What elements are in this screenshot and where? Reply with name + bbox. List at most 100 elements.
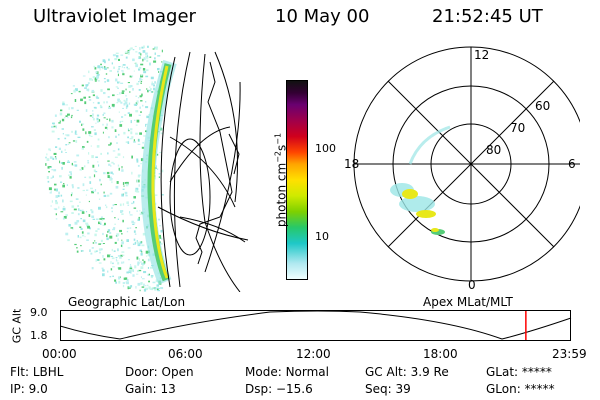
noise-speckle — [112, 204, 115, 207]
noise-speckle — [112, 262, 114, 265]
noise-speckle — [103, 101, 105, 104]
noise-speckle — [136, 119, 140, 123]
noise-speckle — [79, 236, 82, 239]
noise-speckle — [155, 47, 158, 50]
noise-speckle — [134, 189, 138, 193]
time-tick-0600: 06:00 — [168, 347, 203, 361]
noise-speckle — [60, 194, 63, 197]
noise-speckle — [161, 194, 164, 196]
noise-speckle — [94, 171, 98, 173]
noise-speckle — [88, 96, 91, 98]
noise-speckle — [122, 284, 125, 288]
noise-speckle — [48, 171, 50, 173]
noise-speckle — [140, 252, 143, 256]
noise-speckle — [146, 59, 149, 62]
noise-speckle — [89, 249, 91, 252]
noise-speckle — [119, 124, 123, 127]
noise-speckle — [51, 169, 54, 171]
noise-speckle — [127, 136, 129, 139]
noise-speckle — [109, 142, 112, 145]
noise-speckle — [148, 56, 151, 58]
noise-speckle — [65, 214, 68, 217]
noise-speckle — [112, 275, 114, 277]
ip-value: 9.0 — [28, 382, 48, 396]
noise-speckle — [107, 160, 110, 162]
noise-speckle — [105, 204, 107, 206]
noise-speckle — [161, 169, 164, 173]
noise-speckle — [143, 57, 146, 61]
noise-speckle — [117, 81, 120, 84]
noise-speckle — [137, 179, 139, 183]
noise-speckle — [142, 58, 144, 62]
noise-speckle — [93, 169, 96, 172]
noise-speckle — [140, 111, 142, 113]
noise-speckle — [82, 183, 85, 187]
noise-speckle — [125, 56, 128, 59]
noise-speckle — [103, 112, 106, 115]
noise-speckle — [73, 208, 77, 211]
unit-exponent-s: −1 — [273, 132, 283, 145]
noise-speckle — [138, 114, 141, 116]
noise-speckle — [118, 280, 121, 284]
noise-speckle — [96, 121, 100, 123]
noise-speckle — [140, 53, 142, 56]
altitude-plot — [60, 310, 572, 341]
noise-speckle — [117, 262, 120, 265]
noise-speckle — [140, 261, 142, 263]
noise-speckle — [79, 120, 81, 123]
noise-speckle — [151, 81, 153, 84]
status-gain: Gain: 13 — [125, 382, 176, 396]
noise-speckle — [54, 188, 56, 191]
noise-speckle — [106, 123, 108, 126]
noise-speckle — [108, 176, 112, 179]
noise-speckle — [77, 235, 79, 238]
noise-speckle — [79, 226, 82, 228]
noise-speckle — [157, 287, 160, 289]
noise-speckle — [92, 113, 94, 116]
noise-speckle — [139, 249, 142, 252]
noise-speckle — [121, 65, 123, 68]
status-glat: GLat: ***** — [486, 365, 552, 379]
noise-speckle — [91, 89, 95, 93]
noise-speckle — [76, 220, 80, 223]
noise-speckle — [96, 114, 100, 117]
noise-speckle — [132, 88, 134, 91]
noise-speckle — [77, 213, 80, 216]
noise-speckle — [141, 74, 143, 76]
noise-speckle — [111, 103, 115, 107]
noise-speckle — [145, 123, 147, 127]
noise-speckle — [90, 252, 93, 255]
noise-speckle — [62, 199, 64, 203]
noise-speckle — [130, 285, 133, 288]
noise-speckle — [148, 280, 150, 283]
noise-speckle — [95, 156, 98, 158]
noise-speckle — [68, 174, 70, 176]
noise-speckle — [104, 66, 106, 69]
noise-speckle — [130, 47, 133, 50]
noise-speckle — [137, 243, 141, 247]
noise-speckle — [147, 284, 149, 287]
noise-speckle — [121, 195, 124, 197]
noise-speckle — [48, 148, 51, 151]
left-projection-label: Geographic Lat/Lon — [68, 295, 186, 309]
noise-speckle — [158, 173, 161, 175]
noise-speckle — [88, 70, 90, 74]
noise-speckle — [61, 128, 64, 130]
noise-speckle — [147, 55, 148, 57]
mlt-label-12: 12 — [474, 48, 489, 62]
noise-speckle — [126, 239, 129, 242]
noise-speckle — [82, 219, 86, 223]
noise-speckle — [134, 103, 138, 106]
noise-speckle — [156, 153, 159, 156]
noise-speckle — [71, 107, 74, 110]
noise-speckle — [96, 259, 99, 261]
noise-speckle — [79, 209, 82, 212]
status-glon: GLon: ***** — [486, 382, 555, 396]
door-value: Open — [161, 365, 194, 379]
noise-speckle — [152, 48, 155, 50]
status-ip: IP: 9.0 — [10, 382, 48, 396]
noise-speckle — [130, 131, 133, 135]
noise-speckle — [134, 119, 136, 121]
noise-speckle — [45, 156, 47, 159]
noise-speckle — [122, 203, 125, 206]
